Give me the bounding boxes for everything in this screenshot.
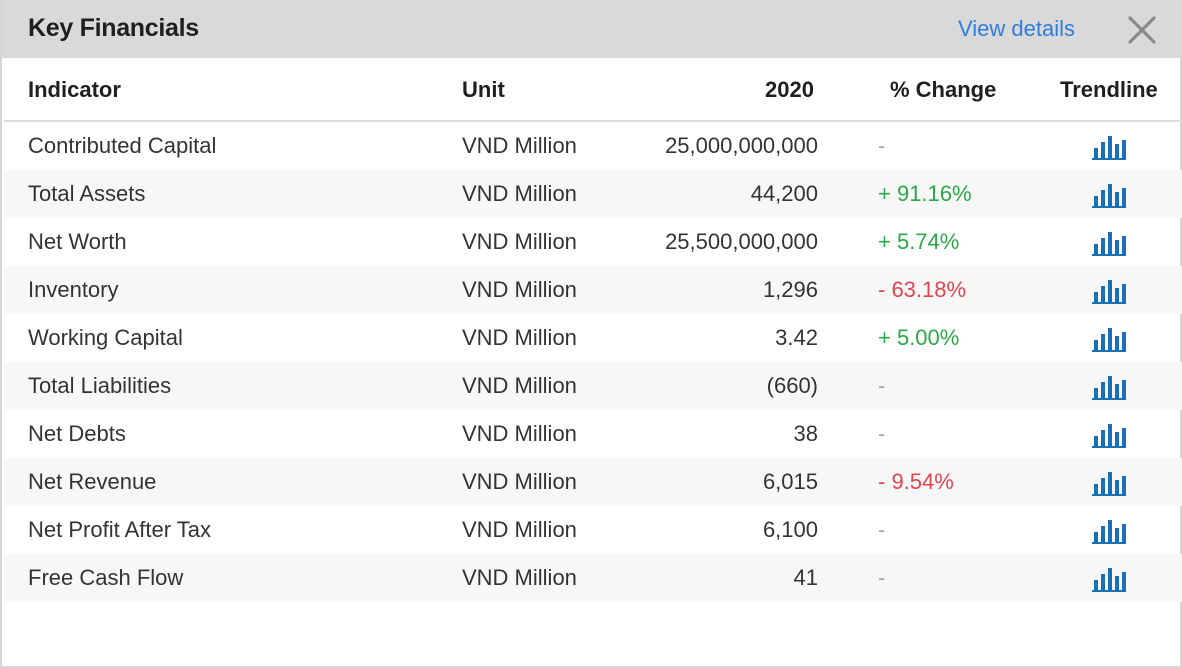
value-cell: 38 [793,421,818,446]
value-cell: 1,296 [762,277,818,302]
panel-title: Key Financials [28,14,199,42]
panel-header: Key Financials View details [2,0,1182,58]
bar-chart-icon [1092,424,1126,448]
trendline-button[interactable] [1092,230,1126,256]
change-cell: + 5.74% [878,229,960,254]
unit-cell: VND Million [462,469,577,494]
unit-cell: VND Million [462,133,577,158]
value-cell: 41 [793,565,818,590]
close-icon [1128,16,1156,44]
indicator-cell: Total Assets [28,181,146,206]
trendline-button[interactable] [1092,422,1126,448]
value-cell: 25,000,000,000 [665,133,818,158]
table-row: Inventory VND Million 1,296 - 63.18% [4,266,1182,314]
indicator-cell: Total Liabilities [28,373,172,398]
financials-table-body: Contributed Capital VND Million 25,000,0… [4,122,1182,602]
value-cell: 44,200 [750,181,818,206]
value-cell: 6,015 [762,469,818,494]
column-header-unit: Unit [462,77,505,102]
header-divider [4,120,1182,122]
close-button[interactable] [1124,12,1160,48]
change-cell: - [878,133,886,158]
view-details-link[interactable]: View details [958,16,1075,41]
unit-cell: VND Million [462,181,577,206]
table-row: Net Debts VND Million 38 - [4,410,1182,458]
bar-chart-icon [1092,472,1126,496]
bar-chart-icon [1092,568,1126,592]
trendline-button[interactable] [1092,278,1126,304]
table-row: Contributed Capital VND Million 25,000,0… [4,122,1182,170]
value-cell: 3.42 [775,325,818,350]
change-cell: + 91.16% [878,181,972,206]
unit-cell: VND Million [462,565,577,590]
bar-chart-icon [1092,328,1126,352]
trendline-button[interactable] [1092,182,1126,208]
unit-cell: VND Million [462,277,577,302]
value-cell: 25,500,000,000 [665,229,818,254]
bar-chart-icon [1092,184,1126,208]
column-header-change: % Change [890,77,997,102]
change-cell: - [878,517,886,542]
unit-cell: VND Million [462,325,577,350]
trendline-button[interactable] [1092,470,1126,496]
indicator-cell: Contributed Capital [28,133,217,158]
table-row: Total Liabilities VND Million (660) - [4,362,1182,410]
change-cell: - 9.54% [878,469,954,494]
column-header-indicator: Indicator [28,77,121,102]
unit-cell: VND Million [462,229,577,254]
indicator-cell: Net Profit After Tax [28,517,212,542]
bar-chart-icon [1092,520,1126,544]
unit-cell: VND Million [462,373,577,398]
trendline-button[interactable] [1092,518,1126,544]
bar-chart-icon [1092,232,1126,256]
change-cell: - [878,373,886,398]
indicator-cell: Working Capital [28,325,183,350]
change-cell: - [878,421,886,446]
indicator-cell: Net Worth [28,229,127,254]
unit-cell: VND Million [462,421,577,446]
trendline-button[interactable] [1092,374,1126,400]
unit-cell: VND Million [462,517,577,542]
indicator-cell: Net Debts [28,421,126,446]
bar-chart-icon [1092,280,1126,304]
change-cell: + 5.00% [878,325,960,350]
change-cell: - 63.18% [878,277,967,302]
value-cell: 6,100 [762,517,818,542]
table-row: Net Worth VND Million 25,500,000,000 + 5… [4,218,1182,266]
trendline-button[interactable] [1092,134,1126,160]
value-cell: (660) [766,373,818,398]
indicator-cell: Inventory [28,277,119,302]
indicator-cell: Free Cash Flow [28,565,184,590]
indicator-cell: Net Revenue [28,469,157,494]
table-row: Total Assets VND Million 44,200 + 91.16% [4,170,1182,218]
bar-chart-icon [1092,136,1126,160]
trendline-button[interactable] [1092,326,1126,352]
trendline-button[interactable] [1092,566,1126,592]
table-row: Free Cash Flow VND Million 41 - [4,554,1182,602]
table-row: Net Revenue VND Million 6,015 - 9.54% [4,458,1182,506]
change-cell: - [878,565,886,590]
column-header-trendline: Trendline [1060,77,1158,102]
bar-chart-icon [1092,376,1126,400]
table-row: Net Profit After Tax VND Million 6,100 - [4,506,1182,554]
table-row: Working Capital VND Million 3.42 + 5.00% [4,314,1182,362]
column-header-year: 2020 [765,77,814,102]
